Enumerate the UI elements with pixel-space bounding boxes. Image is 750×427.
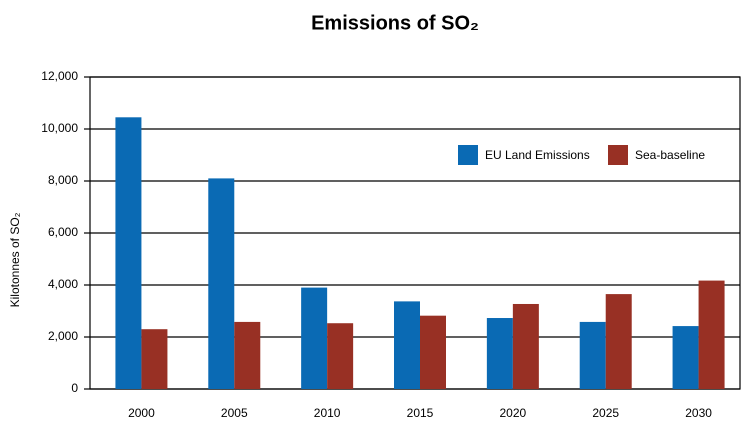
bar [698, 280, 725, 389]
bar [234, 321, 261, 389]
bar [605, 294, 632, 389]
bar [512, 303, 539, 389]
bar [579, 321, 606, 389]
bar [394, 301, 420, 389]
x-tick-label: 2025 [592, 406, 619, 420]
y-tick-label: 6,000 [48, 225, 78, 239]
x-tick-label: 2010 [314, 406, 341, 420]
legend-label: Sea-baseline [635, 148, 705, 162]
bar [486, 318, 513, 389]
x-tick-label: 2005 [221, 406, 248, 420]
y-tick-label: 2,000 [48, 329, 78, 343]
x-tick-label: 2030 [685, 406, 712, 420]
bar [301, 287, 328, 389]
x-tick-label: 2000 [128, 406, 155, 420]
legend-label: EU Land Emissions [485, 148, 590, 162]
chart-title: Emissions of SO₂ [311, 12, 479, 34]
legend-swatch [608, 145, 628, 165]
y-tick-label: 12,000 [41, 69, 78, 83]
y-axis-label: Kilotonnes of SO₂ [8, 212, 22, 307]
bar [141, 329, 168, 389]
bar [208, 178, 235, 389]
y-tick-label: 10,000 [41, 121, 78, 135]
x-tick-label: 2020 [500, 406, 527, 420]
y-tick-label: 0 [71, 381, 78, 395]
x-tick-label: 2015 [407, 406, 434, 420]
bar [327, 323, 354, 389]
bar [672, 326, 699, 389]
bar [115, 117, 142, 390]
y-tick-label: 8,000 [48, 173, 78, 187]
legend-swatch [458, 145, 478, 165]
bar [420, 315, 446, 389]
y-tick-label: 4,000 [48, 277, 78, 291]
